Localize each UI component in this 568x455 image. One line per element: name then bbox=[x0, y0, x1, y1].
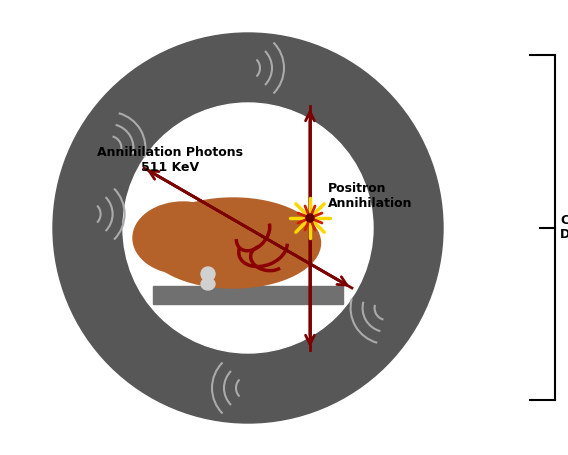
Ellipse shape bbox=[145, 198, 320, 288]
Circle shape bbox=[53, 33, 443, 423]
Circle shape bbox=[306, 214, 314, 222]
Circle shape bbox=[123, 103, 373, 353]
Circle shape bbox=[201, 267, 215, 281]
Text: Positron
Annihilation: Positron Annihilation bbox=[328, 182, 412, 210]
Text: Coincidence
Detection: Coincidence Detection bbox=[560, 213, 568, 242]
Ellipse shape bbox=[201, 278, 215, 290]
Text: Annihilation Photons
511 KeV: Annihilation Photons 511 KeV bbox=[97, 146, 243, 174]
Bar bbox=[153, 286, 343, 304]
Ellipse shape bbox=[133, 202, 233, 274]
